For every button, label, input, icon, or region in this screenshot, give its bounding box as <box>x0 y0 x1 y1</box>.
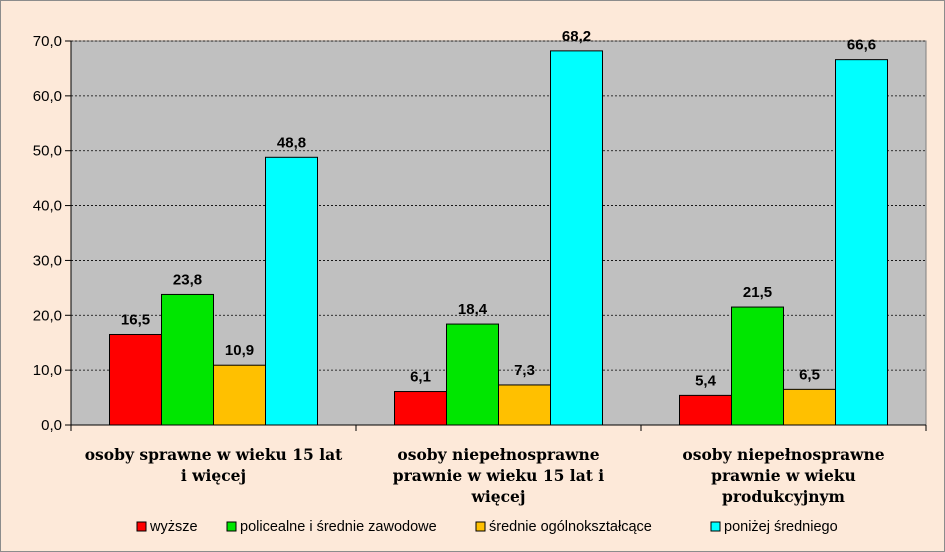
legend-entry: średnie ogólnokształcące <box>489 519 652 535</box>
bar <box>679 394 732 426</box>
data-label: 6,1 <box>410 369 431 386</box>
legend-entry: policealne i średnie zawodowe <box>240 519 437 535</box>
y-tick-label: 70,0 <box>33 33 62 50</box>
data-label: 5,4 <box>695 372 717 389</box>
y-tick-label: 20,0 <box>33 307 62 324</box>
category-label: osoby niepełnosprawne <box>682 445 884 464</box>
legend-entry: wyższe <box>149 519 198 535</box>
legend-swatch <box>226 521 237 532</box>
y-tick-label: 50,0 <box>33 143 62 160</box>
legend-swatch <box>136 521 147 532</box>
data-label: 23,8 <box>173 271 202 288</box>
bar <box>109 333 162 426</box>
data-label: 18,4 <box>458 301 488 318</box>
data-label: 21,5 <box>743 284 772 301</box>
data-label: 16,5 <box>121 311 150 328</box>
data-label: 6,5 <box>799 366 820 383</box>
y-tick-label: 60,0 <box>33 88 62 105</box>
y-tick-label: 40,0 <box>33 198 62 215</box>
legend-swatch <box>710 521 721 532</box>
category-label: więcej <box>470 487 525 506</box>
bar <box>835 59 888 426</box>
category-label: osoby niepełnosprawne <box>397 445 599 464</box>
bar <box>161 293 214 426</box>
data-label: 7,3 <box>514 362 535 379</box>
bar <box>550 50 603 426</box>
category-label: i więcej <box>181 466 246 485</box>
data-label: 48,8 <box>277 134 306 151</box>
bar <box>394 391 447 426</box>
bar <box>446 323 499 426</box>
data-label: 66,6 <box>847 37 876 54</box>
bar <box>265 156 318 426</box>
category-label: produkcyjnym <box>722 487 846 506</box>
legend-swatch <box>475 521 486 532</box>
bar <box>213 364 266 426</box>
y-tick-label: 10,0 <box>33 362 62 379</box>
category-label: osoby sprawne w wieku 15 lat <box>85 445 343 464</box>
category-label: prawnie w wieku 15 lat i <box>393 466 604 485</box>
category-label: prawnie w wieku <box>711 466 856 485</box>
data-label: 68,2 <box>562 28 591 45</box>
bar <box>498 384 551 426</box>
bar <box>731 306 784 426</box>
y-tick-label: 30,0 <box>33 252 62 269</box>
legend-entry: poniżej średniego <box>724 519 838 535</box>
bar <box>783 388 836 426</box>
data-label: 10,9 <box>225 342 254 359</box>
y-tick-label: 0,0 <box>41 417 62 434</box>
